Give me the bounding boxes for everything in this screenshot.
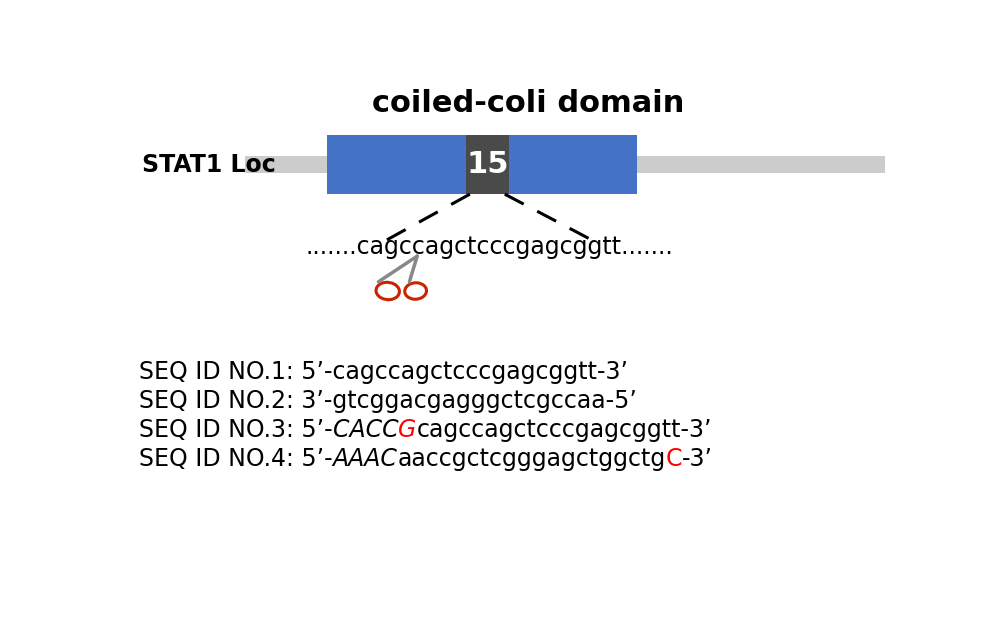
Text: G: G xyxy=(398,418,416,442)
Text: CACC: CACC xyxy=(333,418,398,442)
Text: .......cagccagctcccgagcggtt.......: .......cagccagctcccgagcggtt....... xyxy=(305,235,673,259)
Bar xyxy=(326,135,637,194)
Text: 15: 15 xyxy=(466,150,509,179)
Bar xyxy=(245,157,404,174)
Text: aaccgctcgggagctggctg: aaccgctcgggagctggctg xyxy=(397,447,666,471)
Text: C: C xyxy=(666,447,682,471)
Text: AAAC: AAAC xyxy=(333,447,397,471)
Text: SEQ ID NO.1: 5’-cagccagctcccgagcggtt-3’: SEQ ID NO.1: 5’-cagccagctcccgagcggtt-3’ xyxy=(139,360,628,384)
Text: SEQ ID NO.3: 5’-: SEQ ID NO.3: 5’- xyxy=(139,418,333,442)
Text: SEQ ID NO.2: 3’-gtcggacgagggctcgccaa-5’: SEQ ID NO.2: 3’-gtcggacgagggctcgccaa-5’ xyxy=(139,389,637,413)
Text: SEQ ID NO.4: 5’-: SEQ ID NO.4: 5’- xyxy=(139,447,333,471)
Bar xyxy=(466,135,509,194)
Bar xyxy=(637,157,885,174)
Text: cagccagctcccgagcggtt-3’: cagccagctcccgagcggtt-3’ xyxy=(416,418,712,442)
Text: -3’: -3’ xyxy=(682,447,713,471)
Text: coiled-coli domain: coiled-coli domain xyxy=(372,89,684,118)
Text: STAT1 Loc: STAT1 Loc xyxy=(142,153,276,177)
